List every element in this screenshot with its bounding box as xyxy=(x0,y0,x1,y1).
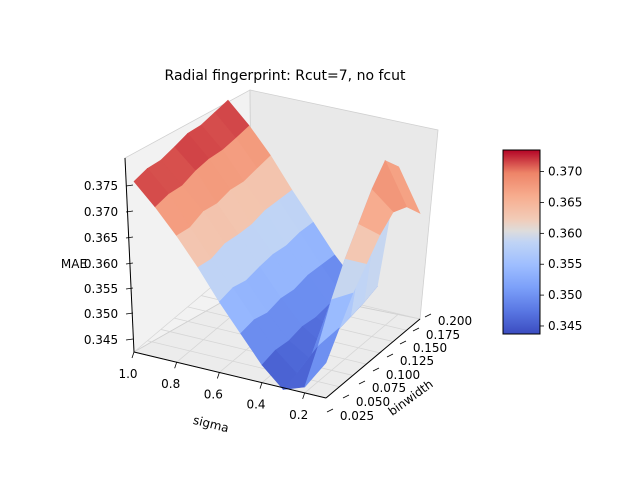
mae-axis-line xyxy=(124,157,135,353)
colorbar-tick-label: 0.345 xyxy=(548,319,582,333)
mae-tick-label: 0.370 xyxy=(84,205,118,219)
sigma-tick-mark xyxy=(131,351,135,359)
sigma-tick-mark xyxy=(302,392,306,400)
mae-tick-label: 0.355 xyxy=(84,282,118,296)
mae-tick-mark xyxy=(125,184,134,187)
binwidth-tick-label: 0.100 xyxy=(386,368,420,382)
mae-tick-label: 0.365 xyxy=(84,231,118,245)
surface-patch xyxy=(304,327,340,388)
binwidth-tick-label: 0.175 xyxy=(426,328,460,342)
sigma-tick-label: 1.0 xyxy=(118,367,137,381)
binwidth-tick-mark xyxy=(412,327,420,332)
binwidth-tick-mark xyxy=(342,394,350,399)
chart-title: Radial fingerprint: Rcut=7, no fcut xyxy=(165,68,406,84)
sigma-axis-title: sigma xyxy=(192,413,231,435)
mae-tick-mark xyxy=(125,312,134,315)
mae-tick-label: 0.350 xyxy=(84,307,118,321)
colorbar-tick-label: 0.360 xyxy=(548,226,582,240)
binwidth-tick-label: 0.125 xyxy=(400,354,434,368)
colorbar-ticks: 0.345 0.350 0.355 0.360 0.365 0.370 xyxy=(540,165,582,333)
sigma-ticks: 1.0 0.8 0.6 0.4 0.2 xyxy=(118,351,308,422)
binwidth-tick-label: 0.050 xyxy=(356,395,390,409)
sigma-tick-label: 0.2 xyxy=(289,408,308,422)
binwidth-tick-label: 0.025 xyxy=(340,409,374,423)
sigma-tick-label: 0.8 xyxy=(161,377,180,391)
sigma-tick-mark xyxy=(259,382,263,389)
mae-tick-label: 0.375 xyxy=(84,179,118,193)
surface-mesh xyxy=(133,99,421,390)
colorbar-tick-label: 0.350 xyxy=(548,288,582,302)
mae-tick-mark xyxy=(125,287,134,290)
mae-tick-label: 0.345 xyxy=(84,333,118,347)
binwidth-tick-mark xyxy=(386,353,394,358)
colorbar-tick-label: 0.370 xyxy=(548,165,582,179)
binwidth-tick-mark xyxy=(399,340,407,345)
colorbar: 0.345 0.350 0.355 0.360 0.365 0.370 xyxy=(502,149,582,335)
binwidth-tick-mark xyxy=(372,367,380,372)
sigma-tick-label: 0.6 xyxy=(204,387,223,401)
binwidth-tick-mark xyxy=(424,313,432,318)
binwidth-tick-label: 0.150 xyxy=(413,341,447,355)
binwidth-tick-mark xyxy=(358,380,366,385)
axis-lines xyxy=(124,157,421,399)
binwidth-axis-line xyxy=(325,318,421,399)
mae-tick-label: 0.360 xyxy=(84,257,118,271)
mae-tick-mark xyxy=(125,210,134,213)
sigma-tick-label: 0.4 xyxy=(246,398,265,412)
mae-tick-mark xyxy=(125,262,134,265)
mae-tick-mark xyxy=(125,236,134,239)
mae-ticks: 0.345 0.350 0.355 0.360 0.365 0.370 0.375 xyxy=(84,179,134,347)
floor-grid-line xyxy=(304,313,399,394)
sigma-tick-mark xyxy=(216,372,220,379)
binwidth-tick-label: 0.200 xyxy=(438,314,472,328)
mae-axis-title: MAE xyxy=(61,257,87,271)
colorbar-tick-label: 0.365 xyxy=(548,195,582,209)
colorbar-tick-label: 0.355 xyxy=(548,257,582,271)
sigma-tick-mark xyxy=(174,362,178,369)
binwidth-tick-mark xyxy=(326,408,334,413)
colorbar-gradient xyxy=(502,149,541,335)
sigma-axis-line xyxy=(133,351,327,399)
binwidth-tick-label: 0.075 xyxy=(372,381,406,395)
mae-tick-mark xyxy=(125,338,134,341)
